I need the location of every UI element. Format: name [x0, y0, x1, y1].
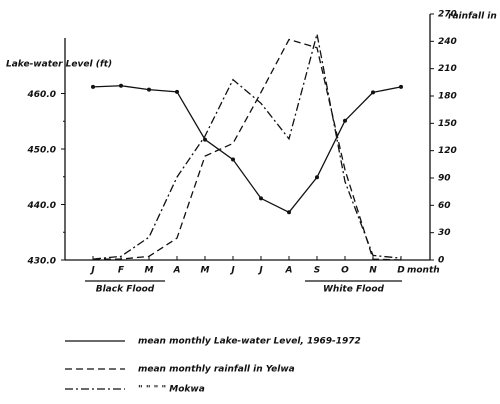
point [343, 118, 347, 123]
legend-label: " " " " Mokwa [138, 385, 205, 395]
y2-tick-label: 0 [438, 256, 444, 266]
legend-label: mean monthly Lake-water Level, 1969-1972 [138, 337, 361, 347]
y-tick-label: 440.0 [27, 201, 56, 211]
x-tick-label: M [201, 266, 210, 276]
y2-tick-label: 30 [438, 228, 451, 238]
x-tick-label: J [229, 266, 235, 276]
point [91, 84, 95, 89]
point [371, 90, 375, 95]
x-tick-label: M [145, 266, 154, 276]
series-line [92, 33, 402, 260]
x-tick-label: J [89, 266, 95, 276]
y-tick-label: 450.0 [27, 146, 56, 156]
flood-label: White Flood [323, 285, 385, 295]
y-axis-label: Lake-water Level (ft) [6, 60, 112, 70]
x-tick-label: O [341, 266, 349, 276]
y2-tick-label: 240 [438, 37, 457, 47]
y2-tick-label: 270 [438, 10, 457, 20]
x-tick-label: F [118, 266, 125, 276]
series-line [93, 38, 402, 261]
x-tick-label: D [397, 266, 405, 276]
series-line [92, 85, 402, 214]
x-tick-label: A [173, 266, 181, 276]
point [287, 210, 291, 215]
y2-axis-label: rainfall in mm [448, 12, 500, 22]
point [259, 196, 263, 201]
point [399, 84, 403, 89]
x-tick-label: J [257, 266, 263, 276]
point [119, 83, 123, 88]
point [315, 175, 319, 180]
y2-tick-label: 210 [438, 64, 457, 74]
point [203, 137, 207, 142]
y-tick-label: 430.0 [27, 257, 56, 267]
x-tick-label: S [314, 266, 320, 276]
y2-tick-label: 60 [438, 201, 451, 211]
point [147, 87, 151, 92]
y2-tick-label: 150 [438, 119, 457, 129]
y2-tick-label: 90 [438, 174, 451, 184]
x-tick-label: N [369, 266, 377, 276]
point [175, 89, 179, 94]
y-tick-label: 460.0 [27, 90, 56, 100]
point [231, 157, 235, 162]
x-tick-label: A [285, 266, 293, 276]
y2-tick-label: 180 [438, 92, 457, 102]
flood-label: Black Flood [96, 285, 155, 295]
x-axis-label: month [407, 266, 440, 276]
y2-tick-label: 120 [438, 146, 457, 156]
legend-label: mean monthly rainfall in Yelwa [138, 365, 295, 375]
